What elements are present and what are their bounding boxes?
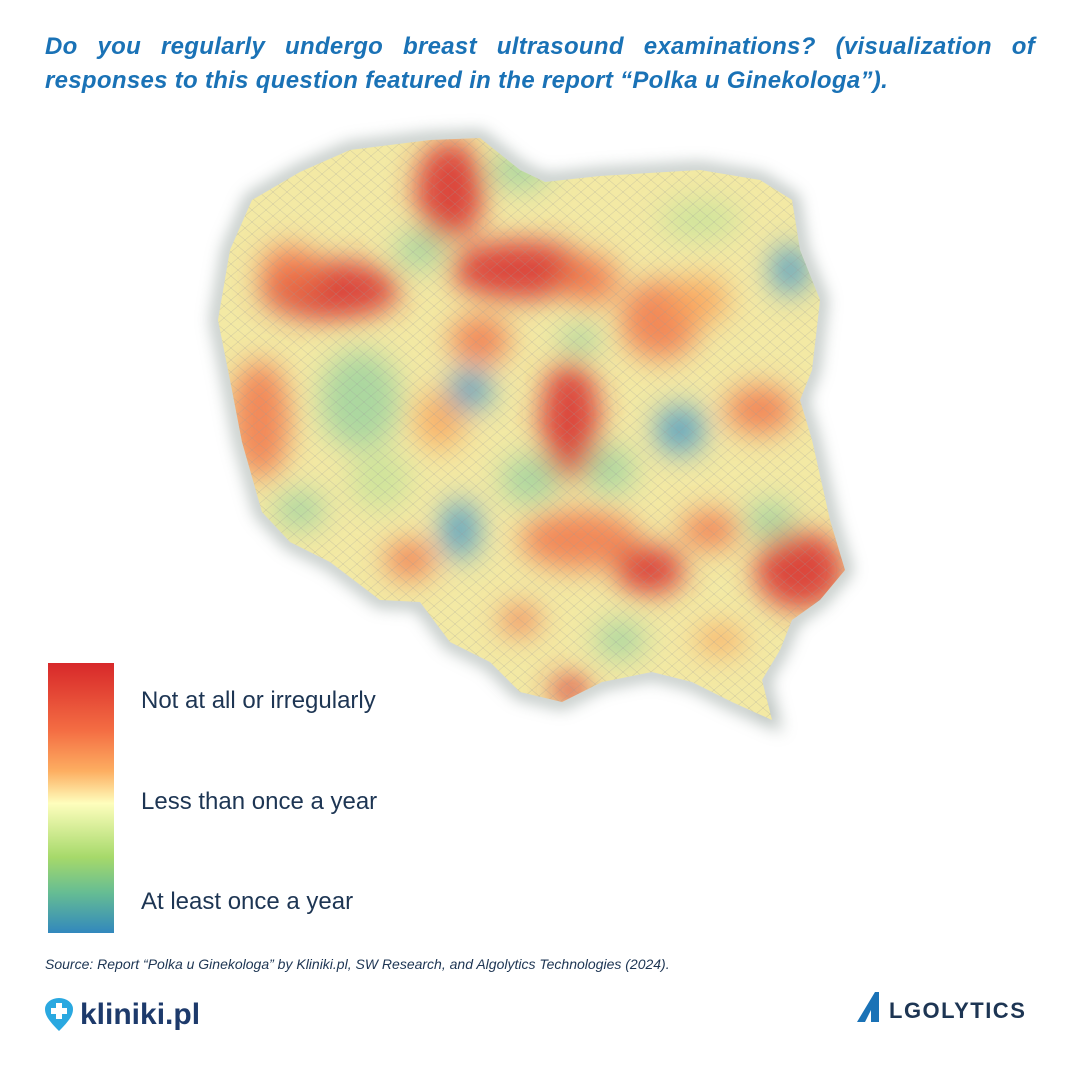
legend-gradient (48, 663, 114, 933)
logo-icon (45, 998, 73, 1031)
districts (218, 138, 845, 720)
logo-text: LGOLYTICS (889, 998, 1027, 1023)
logo-kliniki: kliniki.pl (44, 998, 200, 1032)
heatmap (218, 138, 845, 720)
logo-text: kliniki.pl (80, 998, 201, 1031)
legend-label: At least once a year (141, 888, 354, 915)
legend-label: Less than once a year (141, 788, 378, 815)
source: Source: Report “Polka u Ginekologa” by K… (45, 956, 670, 972)
logo-algolytics: LGOLYTICS (855, 990, 1026, 1024)
logo-icon (857, 992, 879, 1022)
map (0, 110, 1080, 750)
title: Do you regularly undergo breast ultrasou… (45, 33, 1035, 94)
legend-label: Not at all or irregularly (141, 687, 376, 714)
